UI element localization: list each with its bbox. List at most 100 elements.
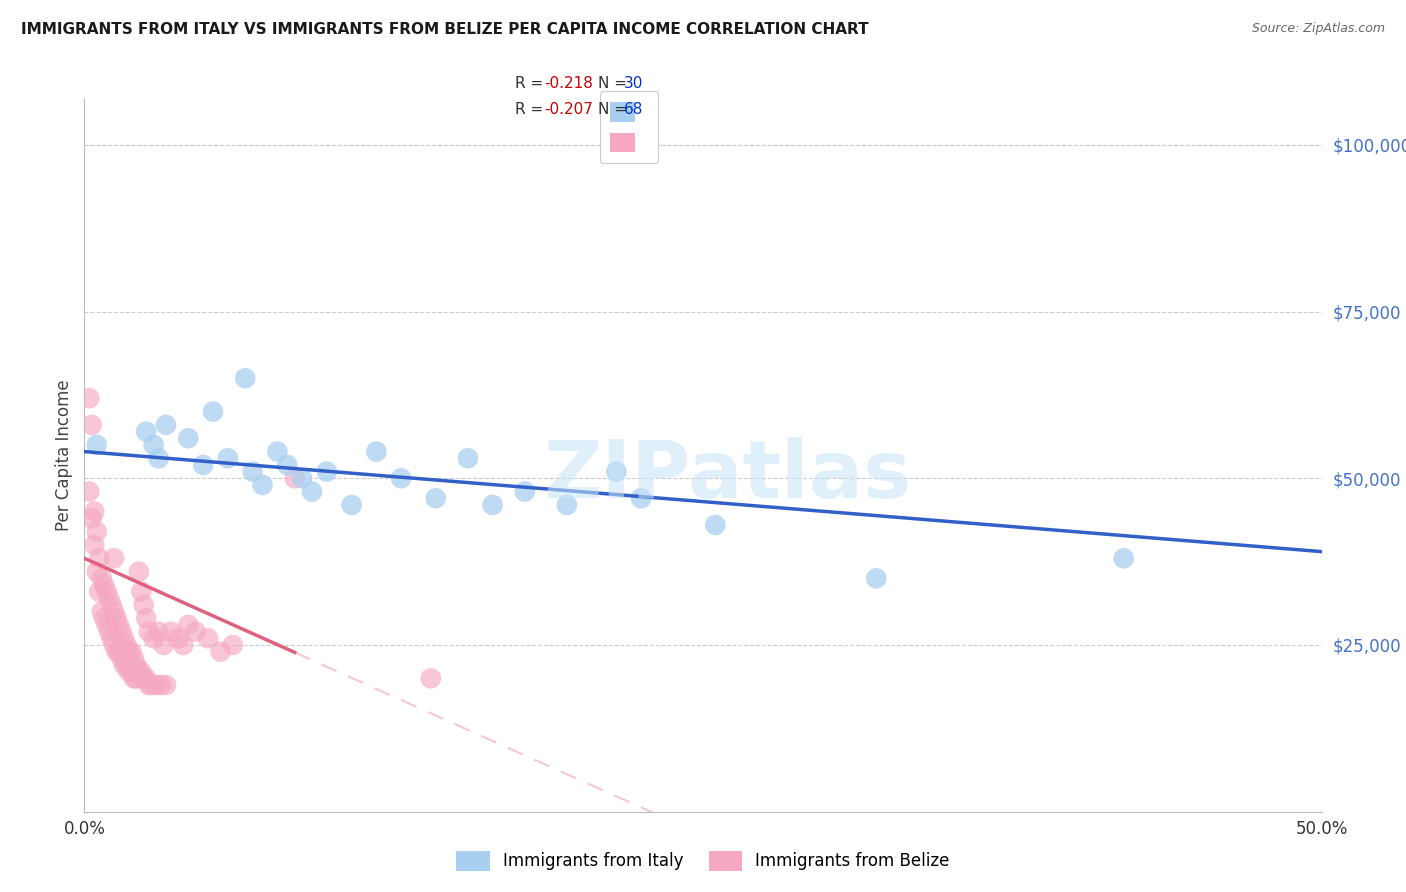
- Point: [704, 518, 727, 533]
- Point: [366, 444, 388, 458]
- Point: [148, 624, 170, 639]
- Point: [128, 565, 150, 579]
- Point: [93, 578, 115, 592]
- Point: [242, 465, 264, 479]
- Point: [135, 671, 157, 685]
- Point: [86, 565, 108, 579]
- Point: [155, 417, 177, 432]
- Text: IMMIGRANTS FROM ITALY VS IMMIGRANTS FROM BELIZE PER CAPITA INCOME CORRELATION CH: IMMIGRANTS FROM ITALY VS IMMIGRANTS FROM…: [21, 22, 869, 37]
- Point: [191, 458, 214, 472]
- Point: [103, 551, 125, 566]
- Point: [605, 465, 627, 479]
- Point: [135, 425, 157, 439]
- Point: [89, 551, 111, 566]
- Point: [222, 638, 245, 652]
- Point: [86, 524, 108, 539]
- Point: [209, 645, 232, 659]
- Point: [135, 611, 157, 625]
- Text: R =: R =: [515, 103, 543, 117]
- Point: [172, 638, 194, 652]
- Text: N =: N =: [598, 77, 627, 91]
- Point: [315, 465, 337, 479]
- Point: [110, 624, 132, 639]
- Point: [197, 632, 219, 646]
- Point: [141, 678, 163, 692]
- Point: [96, 618, 118, 632]
- Point: [79, 391, 101, 405]
- Point: [630, 491, 652, 506]
- Point: [145, 678, 167, 692]
- Point: [291, 471, 314, 485]
- Point: [100, 598, 122, 612]
- Point: [150, 678, 173, 692]
- Point: [108, 645, 131, 659]
- Text: ZIPatlas: ZIPatlas: [544, 437, 912, 516]
- Point: [266, 444, 288, 458]
- Point: [148, 451, 170, 466]
- Point: [93, 611, 115, 625]
- Point: [419, 671, 441, 685]
- Point: [125, 658, 148, 673]
- Point: [425, 491, 447, 506]
- Point: [132, 598, 155, 612]
- Point: [122, 651, 145, 665]
- Point: [865, 571, 887, 585]
- Point: [86, 438, 108, 452]
- Legend: , : ,: [600, 92, 658, 163]
- Point: [122, 671, 145, 685]
- Point: [80, 417, 103, 432]
- Point: [108, 618, 131, 632]
- Point: [112, 658, 135, 673]
- Text: N =: N =: [598, 103, 627, 117]
- Point: [138, 624, 160, 639]
- Point: [115, 658, 138, 673]
- Point: [80, 511, 103, 525]
- Point: [128, 665, 150, 679]
- Y-axis label: Per Capita Income: Per Capita Income: [55, 379, 73, 531]
- Point: [98, 591, 121, 606]
- Point: [110, 651, 132, 665]
- Point: [457, 451, 479, 466]
- Point: [155, 678, 177, 692]
- Point: [481, 498, 503, 512]
- Point: [120, 665, 142, 679]
- Point: [129, 665, 152, 679]
- Point: [184, 624, 207, 639]
- Point: [138, 678, 160, 692]
- Point: [125, 671, 148, 685]
- Point: [132, 671, 155, 685]
- Text: Source: ZipAtlas.com: Source: ZipAtlas.com: [1251, 22, 1385, 36]
- Point: [142, 632, 165, 646]
- Point: [89, 584, 111, 599]
- Point: [160, 624, 183, 639]
- Point: [79, 484, 101, 499]
- Point: [100, 632, 122, 646]
- Point: [90, 571, 112, 585]
- Point: [1112, 551, 1135, 566]
- Point: [276, 458, 298, 472]
- Point: [105, 645, 128, 659]
- Point: [177, 431, 200, 445]
- Point: [152, 638, 174, 652]
- Point: [301, 484, 323, 499]
- Point: [103, 605, 125, 619]
- Point: [90, 605, 112, 619]
- Point: [118, 645, 141, 659]
- Point: [217, 451, 239, 466]
- Point: [83, 538, 105, 552]
- Text: 68: 68: [624, 103, 644, 117]
- Point: [513, 484, 536, 499]
- Point: [96, 584, 118, 599]
- Point: [202, 404, 225, 418]
- Point: [83, 505, 105, 519]
- Text: -0.218: -0.218: [544, 77, 593, 91]
- Point: [98, 624, 121, 639]
- Point: [555, 498, 578, 512]
- Point: [252, 478, 274, 492]
- Point: [120, 645, 142, 659]
- Point: [177, 618, 200, 632]
- Point: [284, 471, 307, 485]
- Point: [118, 665, 141, 679]
- Text: 30: 30: [624, 77, 644, 91]
- Point: [233, 371, 256, 385]
